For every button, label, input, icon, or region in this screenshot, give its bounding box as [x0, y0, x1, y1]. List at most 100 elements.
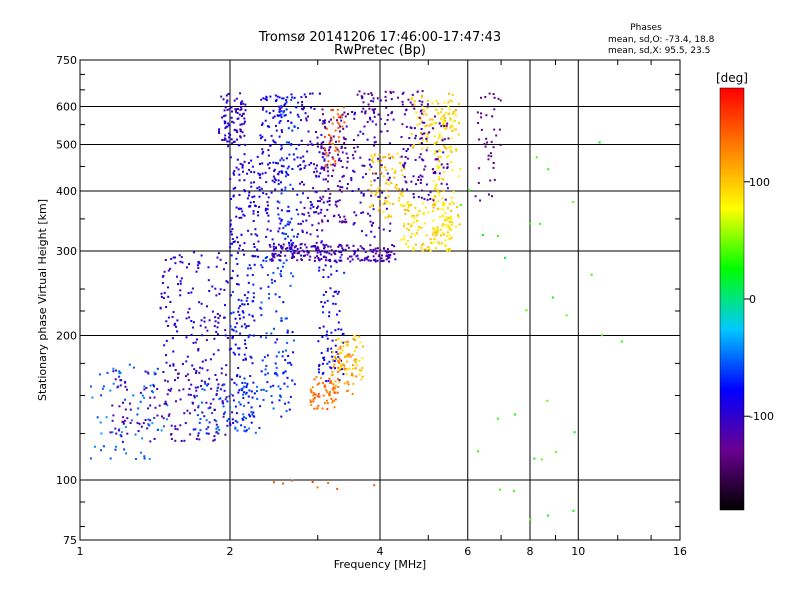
data-point [195, 438, 198, 440]
data-point [307, 115, 309, 118]
data-point [362, 248, 365, 250]
data-point [162, 417, 165, 420]
data-point [283, 104, 286, 107]
data-point [332, 386, 335, 389]
data-point [244, 143, 246, 146]
data-point [354, 150, 357, 153]
data-point [236, 374, 239, 377]
data-point [179, 280, 182, 283]
data-point [352, 364, 354, 367]
data-point [172, 363, 175, 366]
data-point [243, 120, 246, 123]
data-point [149, 404, 152, 407]
data-point [287, 220, 290, 223]
data-point [446, 249, 448, 252]
data-point [236, 251, 239, 254]
data-point [353, 211, 356, 214]
data-point [307, 130, 310, 133]
data-point [340, 244, 343, 247]
data-point [243, 153, 246, 156]
data-point [353, 222, 356, 224]
data-point [301, 231, 304, 233]
data-point [205, 401, 208, 404]
data-point [223, 137, 226, 140]
data-point [367, 255, 370, 258]
data-point [174, 427, 177, 430]
data-point [219, 288, 222, 291]
data-point [184, 422, 187, 425]
data-point [323, 384, 326, 387]
data-point [102, 445, 105, 448]
data-point [207, 426, 210, 429]
data-point [441, 115, 444, 118]
data-point [323, 166, 326, 169]
data-point [132, 394, 135, 397]
data-point [272, 271, 275, 274]
data-point [238, 216, 241, 219]
data-point [256, 187, 259, 190]
data-point [335, 147, 338, 150]
data-point [118, 370, 121, 373]
data-point [261, 266, 264, 269]
data-point [239, 244, 241, 247]
data-point [343, 367, 346, 370]
data-point [163, 270, 166, 273]
data-point [325, 151, 328, 154]
data-point [243, 189, 246, 192]
data-point [220, 367, 223, 370]
data-point [227, 93, 230, 95]
data-point [238, 353, 241, 356]
data-point [392, 202, 395, 205]
data-point [437, 191, 440, 194]
legend-title: Phases [630, 23, 662, 33]
data-point [217, 432, 220, 435]
data-point [277, 179, 280, 182]
data-point [244, 109, 247, 112]
data-point [342, 362, 345, 365]
data-point [410, 224, 413, 227]
data-point [364, 112, 367, 115]
data-point [304, 254, 306, 257]
data-point [347, 113, 349, 115]
data-point [273, 256, 276, 259]
data-point [134, 433, 137, 436]
data-point [419, 153, 422, 156]
data-point [385, 169, 388, 172]
data-point [203, 320, 206, 323]
data-point [261, 148, 264, 151]
data-point [287, 120, 290, 122]
data-point [141, 394, 144, 397]
data-point [176, 330, 179, 333]
data-point [310, 403, 313, 406]
data-point [222, 383, 225, 386]
data-point [192, 326, 194, 329]
data-point [442, 233, 445, 236]
data-point [201, 411, 204, 414]
data-point [279, 255, 282, 257]
data-point [267, 196, 270, 199]
data-point [493, 128, 496, 131]
y-tick-label: 400 [56, 185, 77, 198]
data-point [389, 90, 392, 93]
data-point [144, 370, 147, 373]
data-point [143, 457, 146, 460]
data-point [193, 396, 196, 399]
data-point [290, 257, 293, 259]
data-point [422, 108, 425, 111]
data-point [373, 115, 376, 118]
data-point [124, 408, 127, 411]
data-point [240, 325, 243, 328]
data-point [333, 406, 336, 409]
data-point [114, 448, 117, 451]
data-point [203, 415, 206, 418]
data-point [444, 244, 447, 247]
data-point [442, 151, 445, 154]
data-point [236, 131, 239, 134]
data-point [213, 435, 216, 438]
data-point [142, 422, 145, 425]
data-point [245, 346, 248, 349]
data-point [387, 157, 390, 159]
data-point [280, 116, 283, 119]
data-point [291, 129, 294, 132]
data-point [368, 168, 371, 171]
